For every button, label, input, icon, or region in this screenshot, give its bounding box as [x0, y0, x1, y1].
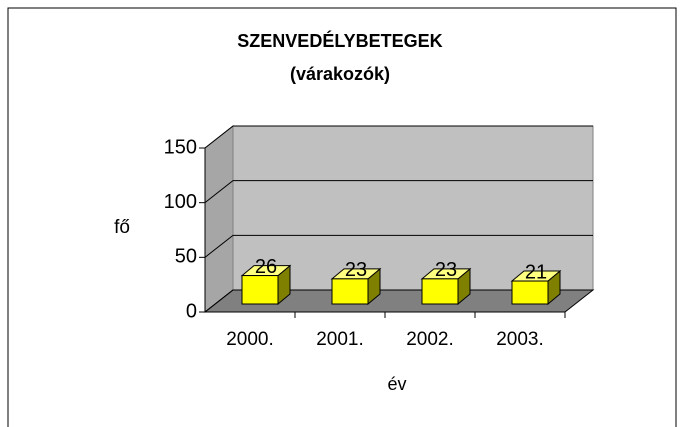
grid-line: [204, 234, 593, 258]
chart-subtitle: (várakozók): [290, 64, 390, 84]
grid-line: [204, 289, 593, 313]
x-axis-label: év: [387, 374, 406, 394]
value-label: 23: [435, 259, 457, 281]
x-tick-label: 2002.: [406, 329, 454, 350]
chart-title: SZENVEDÉLYBETEGEK: [237, 30, 442, 51]
bar: [511, 280, 549, 305]
y-tick-label: 150: [164, 136, 197, 158]
y-axis-label: fő: [114, 217, 130, 238]
x-tick-label: 2003.: [496, 329, 544, 350]
value-label: 26: [255, 256, 277, 278]
value-label: 23: [345, 259, 367, 281]
bar: [241, 275, 279, 305]
x-tick-label: 2001.: [316, 329, 364, 350]
side-wall: [204, 124, 234, 314]
chart-border: [7, 7, 677, 427]
value-label: 21: [525, 261, 547, 283]
x-tick-label: 2000.: [226, 329, 274, 350]
grid-line: [204, 180, 593, 204]
y-tick-label: 100: [164, 191, 197, 213]
grid-line: [204, 125, 593, 149]
y-tick-label: 0: [186, 300, 197, 322]
y-tick-label: 50: [175, 246, 197, 268]
bar: [421, 278, 459, 305]
bar: [331, 278, 369, 305]
